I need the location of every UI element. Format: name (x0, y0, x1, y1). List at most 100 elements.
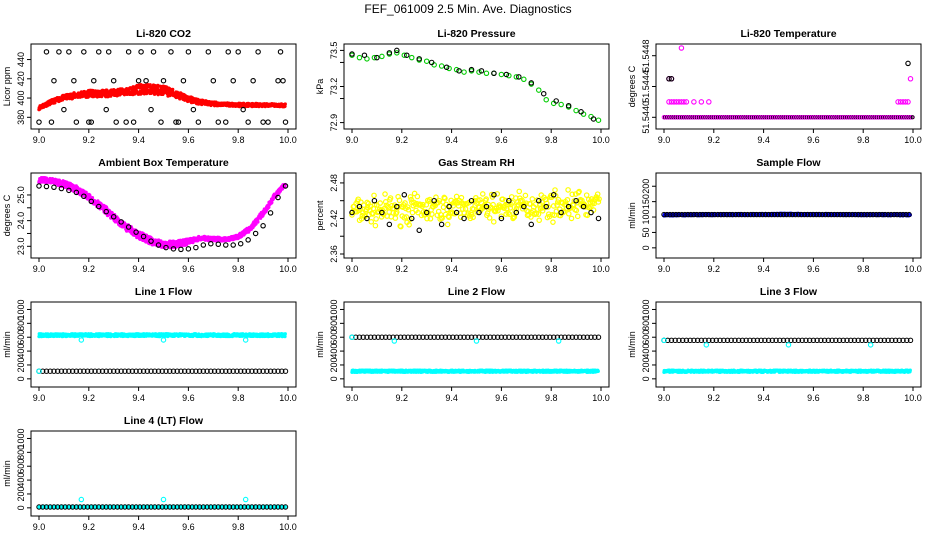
point (283, 332, 287, 336)
point (396, 197, 403, 204)
x-tick-label: 9.6 (495, 135, 508, 145)
point (907, 76, 914, 82)
point (691, 99, 697, 105)
point (468, 197, 475, 204)
series-1 (36, 183, 289, 253)
point (407, 194, 414, 200)
point (894, 211, 900, 218)
panel-title: Li-820 CO2 (136, 28, 191, 40)
x-tick-label: 10.0 (592, 135, 610, 145)
point (550, 203, 557, 209)
x-tick-label: 9.0 (346, 135, 359, 145)
point (565, 203, 572, 210)
point (275, 77, 281, 84)
point (786, 211, 793, 218)
point (765, 211, 772, 218)
point (852, 211, 858, 218)
x-tick-label: 9.4 (445, 135, 458, 145)
point (406, 222, 412, 228)
point (409, 215, 415, 222)
point (546, 211, 552, 217)
point (810, 211, 817, 218)
point (516, 188, 523, 195)
point (678, 99, 685, 105)
point (386, 50, 393, 56)
x-tick-label: 9.6 (182, 393, 195, 403)
point (483, 196, 490, 202)
point (870, 211, 876, 218)
point (673, 99, 680, 105)
point (431, 197, 437, 204)
point (103, 208, 109, 215)
point (792, 211, 799, 218)
y-tick-label: 2.36 (329, 245, 339, 263)
point (691, 211, 697, 218)
point (666, 99, 672, 105)
point (828, 211, 835, 218)
point (356, 54, 363, 61)
point (394, 47, 400, 54)
point (264, 368, 270, 374)
point (377, 200, 384, 206)
point (822, 211, 829, 218)
point (418, 202, 424, 208)
point (700, 211, 706, 218)
plot-marks (349, 187, 602, 234)
point (374, 54, 380, 61)
point (550, 219, 556, 225)
point (66, 187, 72, 194)
series-1 (36, 49, 289, 125)
point (114, 368, 121, 374)
point (148, 238, 154, 244)
x-tick-label: 9.2 (708, 264, 721, 274)
point (78, 337, 85, 343)
point (535, 211, 542, 217)
point (594, 191, 601, 197)
point (283, 102, 287, 106)
point (133, 229, 139, 235)
point (103, 368, 109, 374)
point (88, 119, 95, 125)
point (727, 211, 733, 218)
point (185, 246, 192, 252)
point (777, 211, 784, 218)
point (595, 117, 602, 123)
x-tick-label: 10.0 (904, 135, 922, 145)
y-tick-label: 50 (641, 227, 651, 237)
point (386, 221, 393, 228)
point (387, 195, 394, 201)
point (379, 53, 385, 60)
point (578, 109, 584, 115)
point (888, 211, 894, 218)
x-tick-label: 9.8 (545, 135, 558, 145)
point (48, 119, 55, 125)
point (379, 209, 385, 216)
point (193, 368, 199, 374)
point (200, 368, 207, 374)
x-tick-label: 9.4 (757, 135, 770, 145)
point (900, 99, 906, 105)
point (444, 221, 451, 228)
point (491, 70, 497, 77)
point (846, 211, 852, 218)
x-tick-label: 9.2 (396, 264, 409, 274)
x-tick-label: 9.4 (445, 264, 458, 274)
point (513, 209, 520, 216)
point (51, 77, 57, 84)
point (150, 49, 157, 55)
point (558, 101, 564, 108)
point (470, 214, 476, 221)
panel-title: Ambient Box Temperature (98, 157, 229, 169)
point (122, 368, 128, 374)
point (158, 119, 164, 125)
point (576, 188, 582, 195)
point (81, 368, 87, 374)
point (558, 209, 564, 216)
point (135, 77, 142, 84)
y-tick-label: 0 (16, 376, 26, 381)
x-tick-label: 10.0 (592, 264, 610, 274)
x-tick-label: 10.0 (279, 393, 297, 403)
point (494, 191, 501, 197)
point (111, 368, 117, 374)
point (499, 196, 506, 202)
